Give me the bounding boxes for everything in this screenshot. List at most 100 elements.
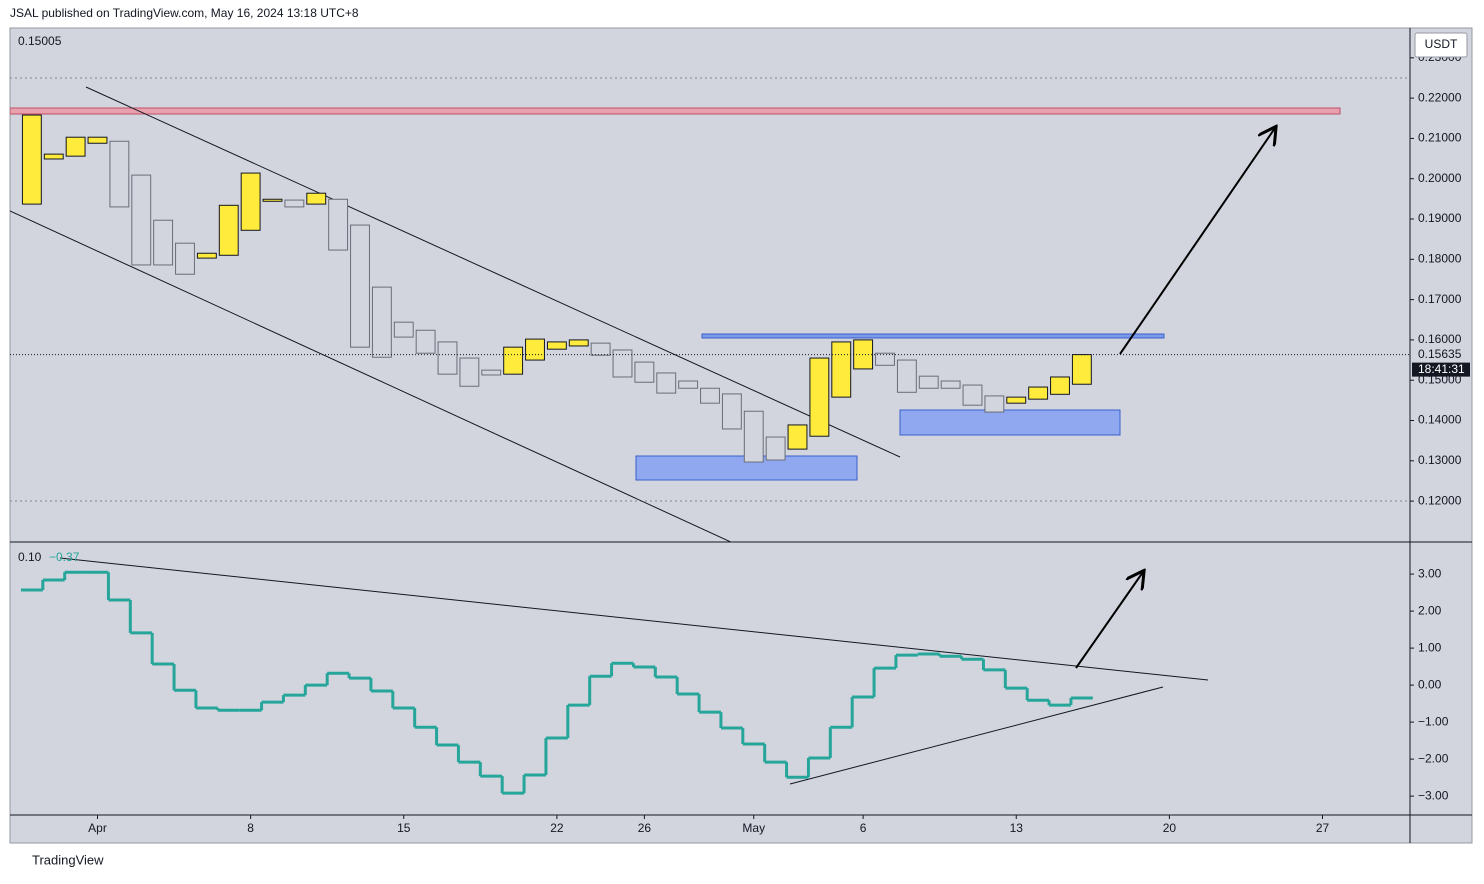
drawings (10, 86, 1341, 542)
candle (481, 369, 502, 376)
x-tick-label: May (742, 821, 765, 835)
candle (350, 224, 370, 348)
candle (984, 395, 1005, 413)
candle (43, 153, 64, 160)
candle (721, 393, 742, 430)
brand: TradingView (32, 852, 104, 867)
candle (590, 342, 611, 356)
candle (546, 341, 567, 350)
trend-line (789, 686, 1164, 785)
candle (1028, 386, 1049, 400)
candle (678, 380, 699, 389)
indicator-legend: −0.37 (49, 550, 80, 564)
candle (153, 219, 174, 266)
candle (284, 199, 305, 208)
support-zone (899, 409, 1121, 436)
y-tick-label: 3.00 (1418, 566, 1442, 580)
level-line (701, 333, 1165, 339)
candle (525, 338, 545, 361)
price-pane (10, 114, 1410, 463)
candle (787, 424, 808, 450)
x-tick-label: 26 (638, 821, 652, 835)
indicator-drawings (59, 557, 1209, 785)
publisher: JSAL published on TradingView.com, May 1… (10, 6, 359, 20)
y-tick-label: 0.18000 (1418, 251, 1462, 265)
y-tick-label: 0.14000 (1418, 413, 1462, 427)
candle (700, 387, 720, 404)
currency-box[interactable] (1414, 32, 1468, 58)
arrow (1119, 128, 1275, 355)
countdown: 18:41:31 (1418, 362, 1465, 376)
support-zone (635, 455, 858, 481)
channel-line (85, 86, 901, 458)
legend-value: 0.15005 (18, 34, 62, 48)
x-tick-label: 22 (550, 821, 564, 835)
candle (743, 410, 764, 463)
candle (634, 361, 655, 383)
trend-line (59, 557, 1209, 681)
candle (218, 204, 239, 256)
last-price-label: 0.15635 (1418, 347, 1462, 361)
candle (503, 346, 524, 375)
x-tick-label: 8 (247, 821, 254, 835)
candle (612, 349, 633, 378)
last-price-box (1412, 346, 1470, 363)
candle (918, 375, 939, 389)
candle (1006, 396, 1027, 404)
candle (262, 198, 283, 202)
y-tick-label: 0.00 (1418, 677, 1442, 691)
y-tick-label: 1.00 (1418, 640, 1442, 654)
candle (875, 352, 895, 366)
y-tick-label: −1.00 (1418, 714, 1449, 728)
axes: 0.230000.220000.210000.200000.190000.180… (88, 50, 1470, 835)
y-tick-label: 0.21000 (1418, 131, 1462, 145)
x-tick-label: 6 (860, 821, 867, 835)
y-tick-label: 0.17000 (1418, 292, 1462, 306)
candle (131, 174, 152, 266)
candle (940, 380, 961, 389)
candle (415, 329, 436, 354)
y-tick-label: 0.16000 (1418, 332, 1462, 346)
candle (809, 357, 830, 437)
y-tick-label: −3.00 (1418, 788, 1449, 802)
indicator-legend: 0.10 (18, 550, 42, 564)
y-tick-label: 0.20000 (1418, 171, 1462, 185)
candle (393, 321, 414, 338)
x-tick-label: Apr (88, 821, 107, 835)
resistance-band (10, 107, 1341, 115)
x-tick-label: 13 (1010, 821, 1024, 835)
candle (831, 341, 852, 398)
candle (1071, 354, 1092, 385)
candle (196, 252, 217, 259)
candle (21, 114, 42, 205)
candle (65, 136, 86, 157)
candle (87, 136, 108, 144)
candle (240, 172, 261, 231)
chart-bg (9, 27, 1473, 844)
candle (306, 192, 327, 205)
y-tick-label: 0.12000 (1418, 493, 1462, 507)
arrow (1075, 572, 1143, 669)
x-tick-label: 15 (397, 821, 411, 835)
channel-line (10, 210, 733, 542)
candle (459, 357, 480, 387)
indicator-pane (20, 570, 1093, 795)
y-tick-label: 0.22000 (1418, 90, 1462, 104)
countdown-box (1412, 362, 1470, 377)
y-tick-label: 0.19000 (1418, 211, 1462, 225)
y-tick-label: 2.00 (1418, 603, 1442, 617)
x-tick-label: 20 (1163, 821, 1177, 835)
y-tick-label: 0.13000 (1418, 453, 1462, 467)
y-tick-label: −2.00 (1418, 751, 1449, 765)
candle (962, 384, 983, 406)
candle (1050, 376, 1070, 395)
candle (896, 359, 917, 393)
candle (656, 372, 677, 394)
candle (328, 198, 349, 251)
candle (109, 140, 130, 208)
candle (437, 341, 458, 375)
candle (175, 242, 195, 275)
currency[interactable]: USDT (1425, 37, 1458, 51)
candle (568, 339, 589, 347)
